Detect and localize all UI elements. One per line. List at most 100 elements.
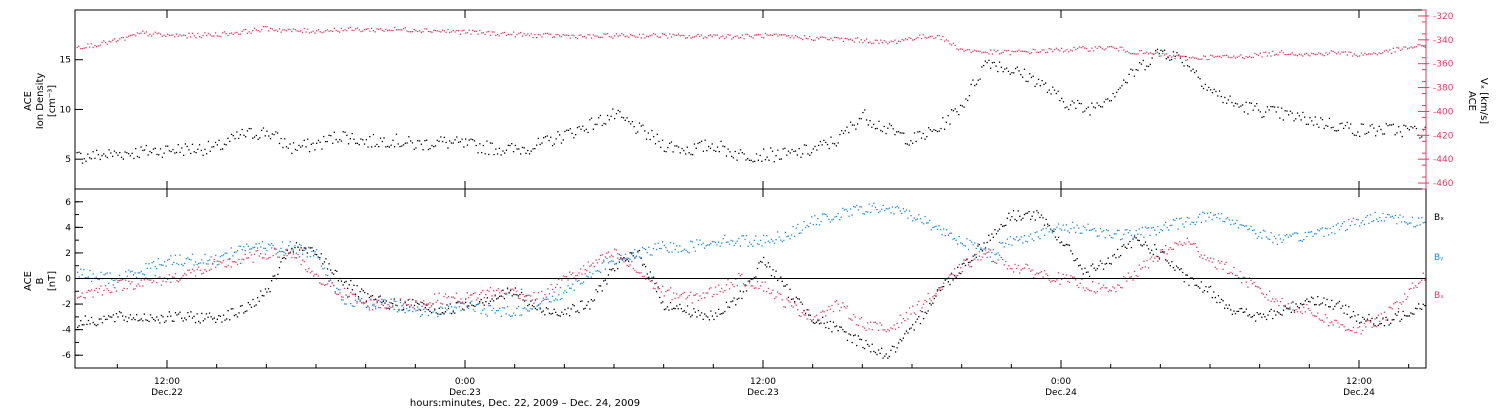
data-point-bz [1050, 281, 1052, 283]
data-point-by [1376, 218, 1378, 220]
data-point-ion-density [1318, 126, 1320, 128]
data-point-bx [915, 321, 917, 323]
data-point-ion-density [1288, 114, 1290, 116]
data-point-ion-density [1002, 71, 1004, 73]
data-point-bz [1404, 293, 1406, 295]
data-point-bx [238, 312, 240, 314]
data-point-ion-density [1302, 111, 1304, 114]
data-point-bx [1394, 313, 1396, 315]
data-point-bz [222, 259, 225, 262]
data-point-ion-density [372, 133, 375, 136]
data-point-ion-density [273, 133, 275, 136]
data-point-ion-density [929, 129, 931, 131]
data-point-bz [286, 255, 288, 257]
data-point-by [388, 305, 391, 307]
data-point-ion-density [910, 140, 912, 142]
data-point-bx [783, 285, 785, 287]
data-point-ion-density [303, 139, 305, 141]
data-point-vx [716, 34, 719, 36]
data-point-ion-density [516, 148, 518, 150]
data-point-bz [828, 305, 830, 308]
data-point-by [1278, 234, 1280, 236]
data-point-vx [851, 39, 853, 41]
data-point-bz [97, 291, 99, 293]
data-point-vx [919, 34, 921, 36]
data-point-by [519, 314, 521, 316]
data-point-by [1213, 214, 1215, 216]
data-point-ion-density [1036, 83, 1038, 85]
data-point-bz [758, 287, 760, 290]
data-point-bz [747, 280, 749, 282]
data-point-ion-density [1323, 127, 1325, 130]
data-point-vx [195, 37, 197, 39]
data-point-bz [832, 310, 835, 313]
data-point-bx [347, 287, 349, 289]
data-point-bx [1366, 318, 1369, 320]
data-point-by [733, 244, 735, 247]
data-point-bx [253, 305, 256, 307]
data-point-by [1152, 226, 1154, 229]
data-point-vx [534, 34, 536, 36]
data-point-by [1132, 237, 1134, 240]
data-point-by [1168, 229, 1170, 231]
data-point-vx [793, 37, 795, 39]
data-point-by [176, 262, 178, 265]
data-point-by [194, 261, 197, 263]
data-point-ion-density [842, 132, 845, 134]
data-point-ion-density [236, 131, 238, 133]
data-point-by [108, 282, 110, 285]
data-point-vx [89, 46, 91, 48]
data-point-vx [564, 34, 566, 36]
data-point-bz [447, 295, 450, 298]
data-point-ion-density [402, 144, 405, 146]
data-point-bx [1020, 219, 1022, 221]
data-point-vx [530, 33, 532, 35]
data-point-vx [638, 33, 641, 36]
data-point-by [772, 240, 774, 242]
data-point-bx [610, 269, 613, 271]
data-point-by [1130, 234, 1133, 237]
data-point-vx [1296, 54, 1299, 57]
data-point-bz [345, 294, 347, 296]
data-point-bx [1185, 274, 1187, 276]
data-point-ion-density [397, 143, 399, 145]
data-point-ion-density [968, 95, 971, 97]
data-point-bz [1179, 241, 1181, 243]
data-point-bz [823, 311, 825, 313]
data-point-bz [702, 292, 704, 294]
data-point-bz [257, 249, 259, 252]
data-point-ion-density [954, 108, 956, 110]
data-point-by [278, 250, 281, 252]
data-point-ion-density [1071, 100, 1073, 102]
data-point-bz [1126, 280, 1128, 282]
data-point-bz [1165, 245, 1167, 247]
data-point-bx [1326, 298, 1328, 301]
data-point-ion-density [1062, 101, 1065, 103]
data-point-ion-density [151, 152, 153, 154]
data-point-vx [248, 31, 250, 33]
data-point-ion-density [1389, 124, 1391, 126]
data-point-bz [1278, 305, 1280, 307]
data-point-bx [1182, 271, 1184, 274]
data-point-ion-density [521, 146, 524, 149]
data-point-bx [901, 340, 903, 342]
data-point-vx [951, 44, 953, 46]
data-point-vx [300, 30, 302, 32]
data-point-by [991, 252, 993, 254]
data-point-vx [757, 34, 759, 36]
data-point-ion-density [349, 138, 351, 140]
data-point-vx [858, 41, 861, 43]
data-point-by [697, 243, 700, 246]
data-point-bx [1138, 239, 1140, 242]
data-point-ion-density [812, 148, 814, 150]
data-point-bz [1411, 282, 1414, 284]
data-point-vx [931, 35, 933, 37]
data-point-bx [690, 316, 692, 318]
data-point-ion-density [1341, 122, 1343, 124]
data-point-by [868, 203, 870, 205]
data-point-bx [1396, 314, 1398, 317]
data-point-bz [601, 254, 603, 256]
data-point-bz [1258, 286, 1260, 288]
data-point-vx [913, 39, 916, 41]
data-point-by [198, 262, 200, 265]
